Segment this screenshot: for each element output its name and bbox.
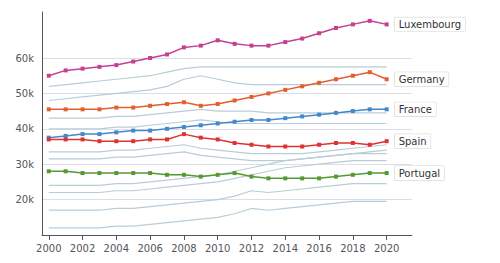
- svg-text:Germany: Germany: [399, 74, 445, 85]
- svg-text:2002: 2002: [70, 243, 95, 254]
- svg-text:Portugal: Portugal: [399, 168, 440, 179]
- svg-text:Spain: Spain: [399, 136, 427, 147]
- svg-text:2008: 2008: [171, 243, 196, 254]
- svg-text:2014: 2014: [273, 243, 298, 254]
- svg-text:2010: 2010: [205, 243, 230, 254]
- svg-text:2018: 2018: [340, 243, 365, 254]
- svg-text:France: France: [399, 104, 432, 115]
- svg-text:2012: 2012: [239, 243, 264, 254]
- svg-text:2006: 2006: [137, 243, 162, 254]
- svg-text:Luxembourg: Luxembourg: [399, 19, 461, 30]
- svg-text:2016: 2016: [306, 243, 331, 254]
- svg-text:2004: 2004: [104, 243, 129, 254]
- svg-text:20k: 20k: [15, 194, 34, 205]
- svg-text:50k: 50k: [15, 88, 34, 99]
- svg-text:2000: 2000: [36, 243, 61, 254]
- svg-text:30k: 30k: [15, 159, 34, 170]
- svg-text:60k: 60k: [15, 53, 34, 64]
- svg-text:2020: 2020: [374, 243, 399, 254]
- svg-text:40k: 40k: [15, 123, 34, 134]
